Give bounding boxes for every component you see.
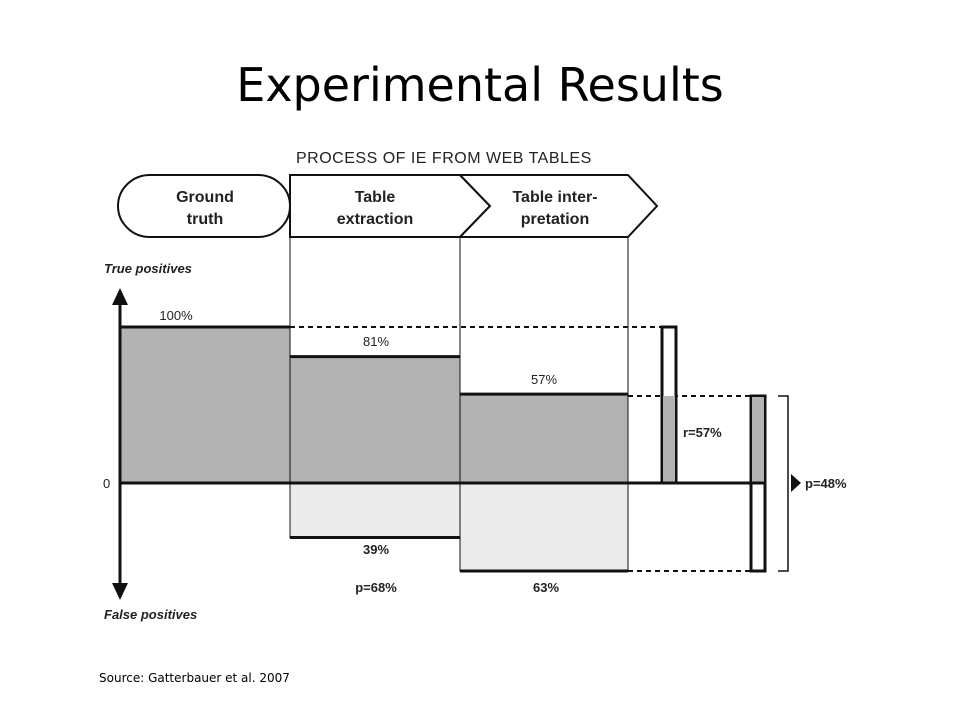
- label-recall-final: r=57%: [683, 425, 722, 440]
- label-tp-ground: 100%: [159, 308, 193, 323]
- axis-arrow-up-icon: [112, 288, 128, 305]
- stage-table-extraction-line2: extraction: [337, 211, 413, 228]
- precision-bracket: [778, 395, 789, 572]
- true-positive-bar-table-interpretation: [459, 393, 629, 484]
- stage-ground-truth-line1: Ground: [176, 189, 234, 206]
- axis-arrow-down-icon: [112, 583, 128, 600]
- recall-summary-fill: [663, 396, 675, 483]
- stage-ground-truth-line2: truth: [187, 211, 223, 228]
- axis-label-true-positives: True positives: [104, 261, 192, 276]
- label-tp-interpretation: 57%: [531, 372, 557, 387]
- precision-summary-fill: [752, 397, 764, 483]
- true-positive-bar-ground-truth: [119, 326, 291, 484]
- stage-ground-truth-shape: [117, 174, 291, 238]
- true-positive-bar-table-extraction: [289, 356, 461, 484]
- label-fp-interpretation: 63%: [533, 580, 559, 595]
- label-precision-final: p=48%: [805, 476, 847, 491]
- slide-title: Experimental Results: [236, 58, 724, 112]
- precision-pointer-icon: [791, 474, 801, 492]
- stage-table-extraction-line1: Table: [355, 189, 396, 206]
- label-fp-extraction: 39%: [363, 542, 389, 557]
- axis-zero-label: 0: [103, 476, 110, 491]
- source-citation: Source: Gatterbauer et al. 2007: [99, 671, 290, 685]
- stage-table-interpretation-line1: Table inter-: [512, 189, 597, 206]
- label-precision-extraction: p=68%: [355, 580, 397, 595]
- false-positive-bar-table-extraction: [289, 482, 461, 538]
- axis-label-false-positives: False positives: [104, 607, 197, 622]
- stage-table-interpretation-line2: pretation: [521, 211, 589, 228]
- false-positive-bar-table-interpretation: [459, 482, 629, 572]
- label-tp-extraction: 81%: [363, 334, 389, 349]
- process-header: PROCESS OF IE FROM WEB TABLES: [296, 150, 592, 167]
